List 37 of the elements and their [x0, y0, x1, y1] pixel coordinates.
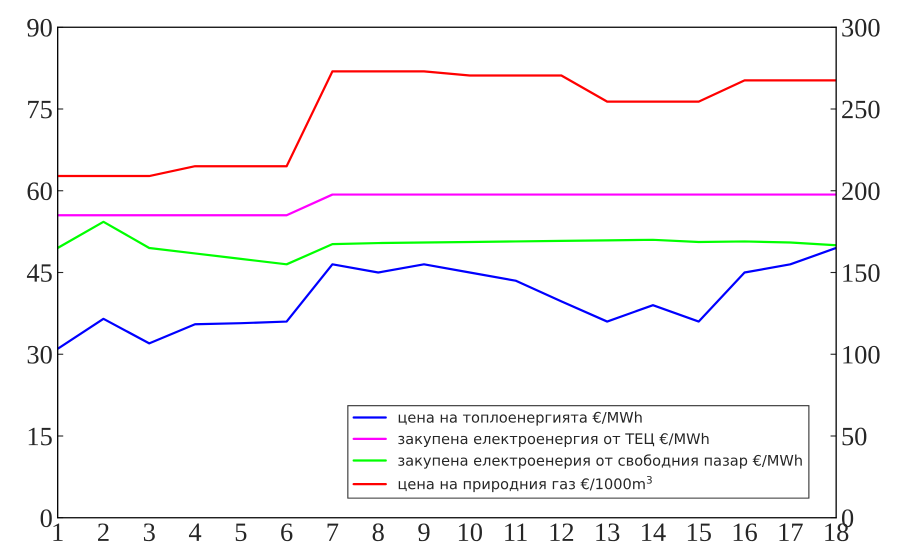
x-tick-label: 14 — [642, 524, 666, 541]
y-tick-label: 15 — [28, 428, 52, 446]
y2-tick-label: 200 — [842, 182, 880, 200]
x-tick-label: 9 — [418, 523, 430, 542]
x-tick-label: 13 — [596, 523, 620, 542]
x-tick-label: 2 — [98, 523, 109, 541]
y2-tick-label: 250 — [842, 100, 880, 118]
x-tick-label: 1 — [53, 524, 63, 541]
y-tick-label: 0 — [40, 509, 52, 528]
x-tick-label: 3 — [144, 523, 155, 542]
y2-tick-label: 50 — [842, 428, 866, 446]
x-tick-label: 10 — [458, 523, 482, 542]
y-tick-label: 60 — [28, 182, 52, 200]
x-tick-label: 12 — [550, 523, 574, 541]
y2-tick-label: 100 — [843, 346, 880, 364]
line-series — [58, 70, 836, 178]
y-tick-label: 75 — [28, 100, 52, 118]
line-series — [58, 246, 836, 350]
x-tick-label: 4 — [188, 524, 202, 541]
y-tick-label: 30 — [28, 346, 52, 364]
legend-label: цена на топлоенергията €/MWh — [398, 412, 642, 426]
legend-label: закупена електроенерия от свободния пазар €/MWh — [398, 454, 802, 469]
x-tick-label: 11 — [505, 524, 527, 541]
x-tick-label: 15 — [688, 524, 711, 542]
x-tick-label: 5 — [236, 524, 246, 542]
y2-tick-label: 300 — [842, 18, 880, 37]
y-tick-label: 45 — [26, 264, 52, 282]
y-tick-label: 90 — [27, 18, 52, 37]
x-tick-label: 17 — [779, 524, 803, 541]
legend-label: цена на природния газ €/1000m$^{3}$ — [398, 476, 652, 492]
x-tick-label: 6 — [281, 523, 292, 542]
y2-tick-label: 150 — [843, 264, 880, 282]
x-tick-label: 7 — [328, 524, 338, 541]
x-tick-label: 16 — [734, 523, 757, 542]
line-series — [58, 220, 836, 266]
x-tick-label: 8 — [372, 523, 384, 542]
legend-label: закупена електроенергия от ТЕЦ €/MWh — [398, 432, 709, 448]
